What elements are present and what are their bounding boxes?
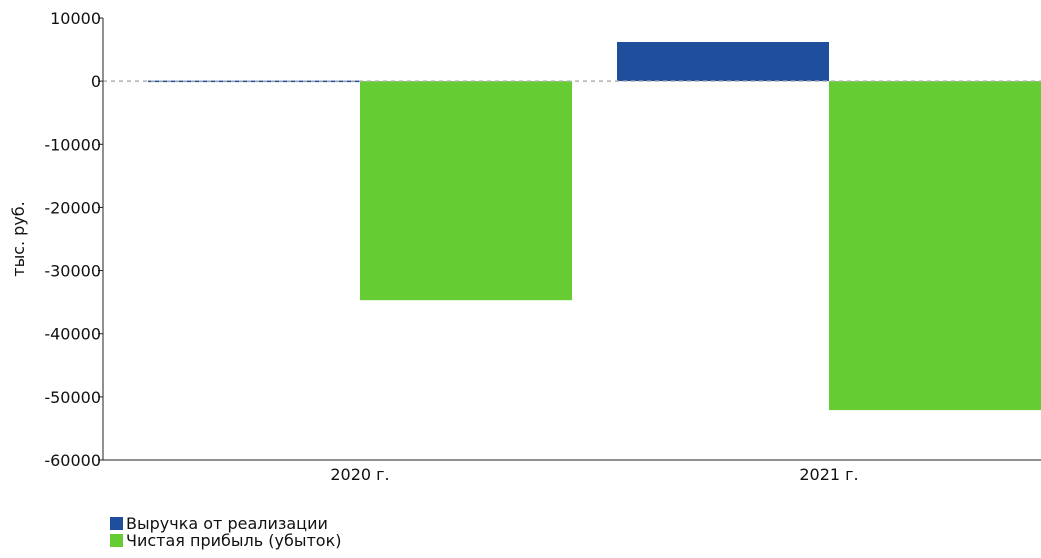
x-category-label: 2020 г. — [330, 465, 389, 484]
legend: Выручка от реализации Чистая прибыль (уб… — [110, 515, 341, 549]
x-category-label: 2021 г. — [799, 465, 858, 484]
legend-item-revenue: Выручка от реализации — [110, 515, 341, 532]
bar-revenue-1 — [617, 42, 829, 82]
y-axis-label: тыс. руб. — [9, 201, 28, 277]
y-tick-label: -40000 — [44, 325, 101, 344]
bar-revenue-0 — [148, 80, 360, 83]
y-tick-label: -60000 — [44, 451, 101, 470]
y-tick-label: 10000 — [50, 9, 101, 28]
bar-net-profit-1 — [829, 81, 1041, 411]
legend-swatch-revenue — [110, 517, 123, 530]
legend-item-net-profit: Чистая прибыль (убыток) — [110, 532, 341, 549]
y-tick-label: -30000 — [44, 262, 101, 281]
y-axis: 10000 0 -10000 -20000 -30000 -40000 -50000 -600… — [44, 9, 104, 470]
legend-swatch-net-profit — [110, 534, 123, 547]
legend-label-net-profit: Чистая прибыль (убыток) — [126, 531, 342, 550]
bars-group — [148, 42, 1041, 411]
legend-label-revenue: Выручка от реализации — [126, 514, 328, 533]
y-tick-label: 0 — [91, 72, 101, 91]
y-tick-label: -20000 — [44, 198, 101, 217]
y-tick-label: -10000 — [44, 135, 101, 154]
y-tick-label: -50000 — [44, 388, 101, 407]
bar-net-profit-0 — [360, 81, 572, 301]
x-axis: 2020 г. 2021 г. — [103, 459, 1041, 484]
